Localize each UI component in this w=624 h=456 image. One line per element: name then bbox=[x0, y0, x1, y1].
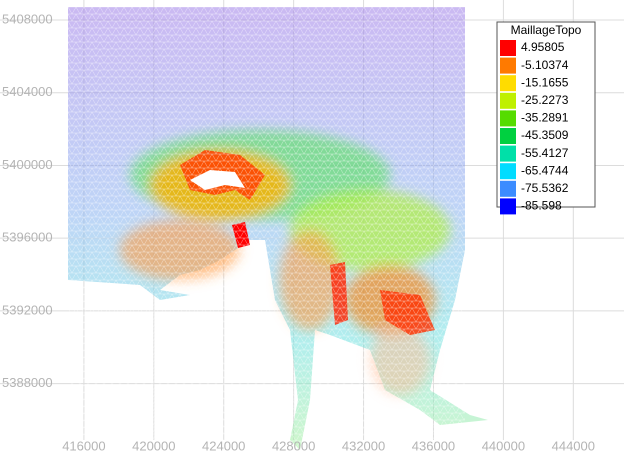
x-tick-label: 420000 bbox=[132, 438, 175, 453]
mesh-lines bbox=[68, 7, 465, 447]
legend-swatch bbox=[500, 198, 516, 215]
legend-label: -15.1655 bbox=[521, 75, 569, 89]
legend-title: MaillageTopo bbox=[511, 23, 582, 37]
legend-swatch bbox=[500, 57, 516, 74]
x-tick-label: 424000 bbox=[202, 438, 245, 453]
mesh bbox=[68, 7, 488, 450]
legend-label: -85.598 bbox=[521, 199, 562, 213]
legend-swatch bbox=[500, 40, 516, 56]
x-tick-label: 436000 bbox=[412, 438, 455, 453]
legend-swatch bbox=[500, 110, 516, 127]
y-tick-label: 5392000 bbox=[2, 302, 53, 317]
y-tick-label: 5404000 bbox=[2, 84, 53, 99]
y-tick-label: 5400000 bbox=[2, 157, 53, 172]
legend-label: -55.4127 bbox=[521, 146, 569, 160]
y-tick-label: 5408000 bbox=[2, 11, 53, 26]
legend-swatch bbox=[500, 92, 516, 109]
x-tick-label: 440000 bbox=[482, 438, 525, 453]
legend-swatch bbox=[500, 75, 516, 92]
legend-label: -65.4744 bbox=[521, 163, 569, 177]
legend-label: -25.2273 bbox=[521, 93, 569, 107]
legend-label: -45.3509 bbox=[521, 128, 569, 142]
legend-swatch bbox=[500, 128, 516, 144]
legend-label: 4.95805 bbox=[521, 40, 565, 54]
legend-swatch bbox=[500, 180, 516, 197]
legend-label: -5.10374 bbox=[521, 58, 569, 72]
x-tick-label: 416000 bbox=[62, 438, 105, 453]
legend-label: -35.2891 bbox=[521, 111, 569, 125]
legend-swatch bbox=[500, 163, 516, 180]
x-tick-label: 428000 bbox=[272, 438, 315, 453]
x-tick-label: 432000 bbox=[342, 438, 385, 453]
legend-swatch bbox=[500, 145, 516, 162]
y-tick-label: 5388000 bbox=[2, 375, 53, 390]
y-tick-label: 5396000 bbox=[2, 230, 53, 245]
x-tick-label: 444000 bbox=[552, 438, 595, 453]
legend-label: -75.5362 bbox=[521, 181, 569, 195]
legend: MaillageTopo 4.95805 -5.10374 -15.1655 -25.… bbox=[496, 21, 596, 215]
